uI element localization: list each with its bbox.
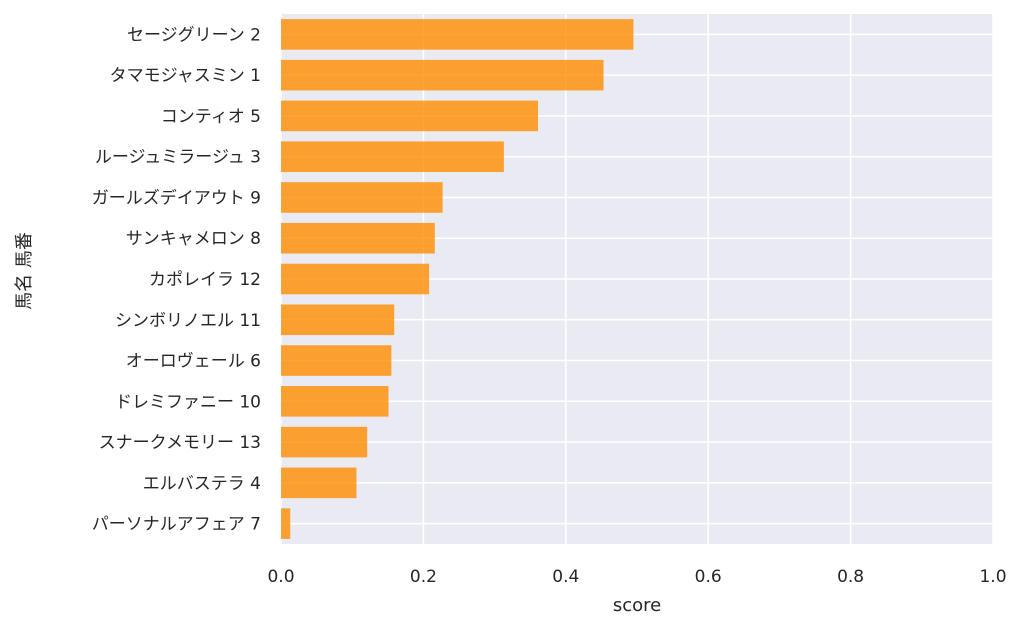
bar-8	[281, 345, 392, 376]
bar-5	[281, 222, 435, 254]
y-tick-label-2: コンティオ 5	[161, 107, 261, 127]
x-axis-label: score	[613, 595, 661, 616]
bar-3	[281, 141, 504, 172]
bar-12	[281, 508, 291, 539]
x-tick-label-5: 1.0	[979, 567, 1006, 587]
y-tick-label-7: シンボリノエル 11	[115, 311, 261, 331]
bar-4	[281, 182, 443, 213]
x-tick-label-2: 0.4	[552, 567, 579, 587]
bar-0	[281, 19, 634, 50]
y-tick-label-9: ドレミファニー 10	[115, 392, 261, 412]
bar-2	[281, 100, 539, 132]
y-tick-label-10: スナークメモリー 13	[99, 433, 261, 453]
x-tick-label-4: 0.8	[837, 567, 864, 587]
y-tick-label-1: タマモジャスミン 1	[110, 66, 261, 86]
x-tick-label-1: 0.2	[410, 567, 437, 587]
bar-11	[281, 467, 357, 499]
bar-1	[281, 59, 604, 91]
x-tick-label-0: 0.0	[267, 567, 294, 587]
y-tick-label-0: セージグリーン 2	[127, 25, 261, 45]
y-tick-label-11: エルバステラ 4	[143, 474, 261, 494]
y-tick-label-5: サンキャメロン 8	[126, 229, 261, 249]
y-tick-labels: セージグリーン 2 タマモジャスミン 1 コンティオ 5 ルージュミラージュ 3 ガール…	[92, 25, 261, 534]
bars	[281, 19, 634, 539]
bar-7	[281, 304, 395, 336]
y-tick-label-4: ガールズデイアウト 9	[92, 187, 261, 208]
x-tick-labels: 0.0 0.2 0.4 0.6 0.8 1.0	[267, 567, 1006, 587]
bar-9	[281, 386, 389, 417]
y-tick-label-8: オーロヴェール 6	[126, 352, 261, 372]
bar-6	[281, 263, 430, 295]
y-tick-label-3: ルージュミラージュ 3	[95, 148, 261, 168]
bar-10	[281, 426, 368, 458]
y-axis-label: 馬名 馬番	[14, 232, 35, 310]
y-tick-label-6: カポレイラ 12	[149, 270, 261, 290]
y-tick-label-12: パーソナルアフェア 7	[92, 515, 261, 535]
x-tick-label-3: 0.6	[695, 567, 722, 587]
